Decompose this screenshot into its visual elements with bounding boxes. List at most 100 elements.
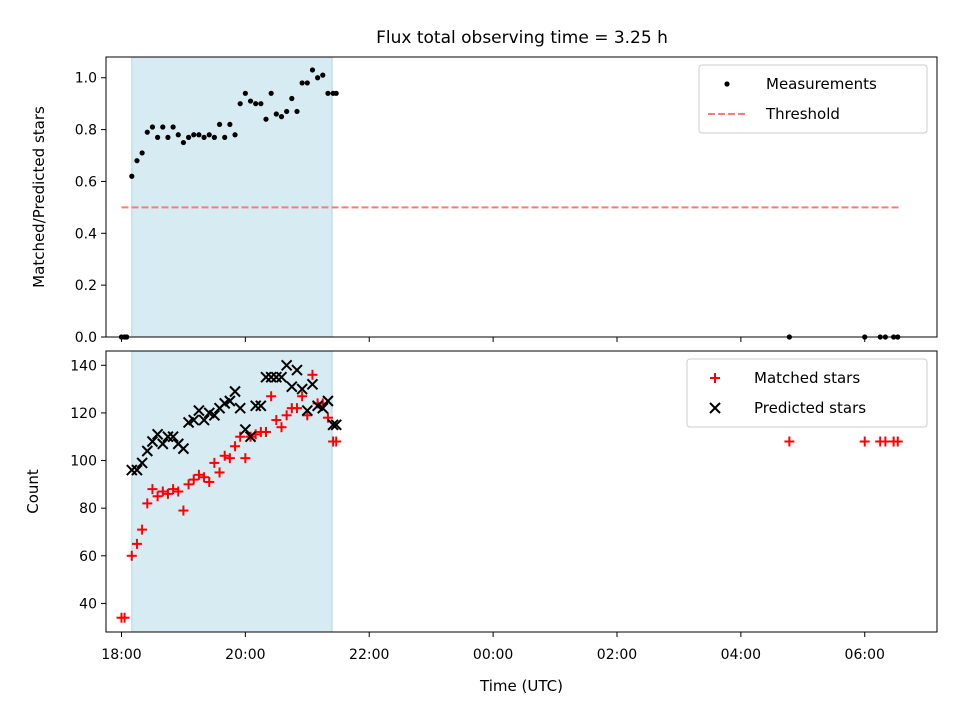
matched-star-point [162,488,173,499]
matched-star-point [281,410,292,421]
measurement-point [258,101,264,107]
predicted-star-point [141,445,153,457]
legend-marker-matched [710,373,720,383]
measurement-point [325,90,331,96]
measurement-point [170,124,176,130]
matched-star-point [291,403,302,414]
predicted-star-point [146,435,159,448]
bottom-panel: 40 60 80 100 120 140 18:00 20:00 22:00 00:00 02:00… [24,350,938,695]
top-panel: 0.0 0.2 0.4 0.6 0.8 1.0 Matched/Predicted star… [30,56,938,346]
predicted-star-point [162,431,174,443]
y-tick-label: 120 [70,406,97,422]
measurement-point [206,132,212,138]
predicted-star-point [193,404,205,417]
matched-star-point [276,422,287,433]
measurement-point [268,90,274,96]
x-tick-label: 04:00 [721,647,761,663]
matched-star-point [266,391,277,402]
predicted-star-point [229,385,241,398]
measurement-point [263,116,269,122]
predicted-star-point [301,404,314,417]
predicted-star-point [265,371,277,383]
measurement-point [155,134,161,140]
y-tick-label: 1.0 [75,71,97,87]
matched-star-point [219,450,230,461]
matched-star-point [302,410,313,421]
measurement-point [211,134,217,140]
legend-entry-label: Matched stars [754,369,860,387]
matched-star-point [137,524,148,535]
matched-star-point [152,491,163,502]
y-tick-label: 0.8 [75,123,97,139]
measurement-point [294,108,300,115]
x-tick-label: 22:00 [349,647,389,663]
chart-title: Flux total observing time = 3.25 h [376,28,668,48]
matched-star-point [126,550,137,561]
legend: Matched stars Predicted stars [686,358,928,428]
measurement-point [299,80,305,86]
y-tick-label: 100 [70,454,97,470]
measurement-point [196,132,202,138]
matched-star-point [188,474,199,485]
predicted-star-point [244,431,257,443]
matched-star-point [224,453,235,464]
predicted-star-point [270,371,283,383]
measurement-point [216,121,223,128]
predicted-star-point [157,438,169,450]
matched-star-point [199,472,210,483]
predicted-star-point [151,428,164,441]
measurement-point [175,132,181,138]
matched-star-point [859,436,870,447]
measurement-point [320,72,326,78]
predicted-star-point [286,381,298,393]
matched-star-point [297,391,308,402]
legend-entry-label: Predicted stars [754,399,866,417]
legend-marker-measurements [724,81,730,87]
predicted-star-point [234,402,246,414]
predicted-star-point [255,400,267,412]
predicted-star-point [177,442,190,455]
predicted-star-point [330,419,342,431]
measurement-point [144,129,150,135]
matched-star-point [119,612,130,623]
y-tick-label: 80 [79,501,97,517]
measurement-point [180,139,187,146]
matched-star-point [157,486,168,497]
y-tick-label: 60 [79,549,97,565]
measurement-point [309,67,316,73]
matched-star-point [147,484,158,495]
matched-star-point [209,457,220,468]
measurement-point [253,101,259,107]
matched-star-point [784,436,795,447]
predicted-star-point [306,378,319,391]
measurement-point [273,111,279,117]
predicted-star-point [291,364,303,376]
legend-marker-predicted [709,402,721,414]
y-tick-label: 0.6 [75,174,97,190]
measurement-point [160,124,166,130]
matched-star-point [178,505,189,516]
y-tick-label: 140 [70,358,97,374]
predicted-star-point [239,423,252,436]
measurement-point [232,132,238,138]
measurement-point [237,101,243,107]
predicted-star-point [208,409,221,422]
x-tick-label: 20:00 [225,647,265,663]
observing-interval-shade [131,57,333,337]
matched-star-point [240,453,251,464]
matched-star-point [173,486,184,497]
matched-star-point [261,426,272,437]
predicted-star-point [126,464,138,476]
measurement-point [222,134,228,140]
legend-entry-label: Measurements [766,75,877,93]
x-tick-label: 00:00 [473,647,513,663]
measurement-point [134,158,140,164]
matched-star-point [131,538,142,549]
measurement-point [284,108,290,115]
y-axis-label: Matched/Predicted stars [30,106,48,288]
measurement-point [165,134,171,140]
measurement-point [227,121,233,128]
measurement-point [304,80,310,86]
predicted-star-point [260,371,272,383]
